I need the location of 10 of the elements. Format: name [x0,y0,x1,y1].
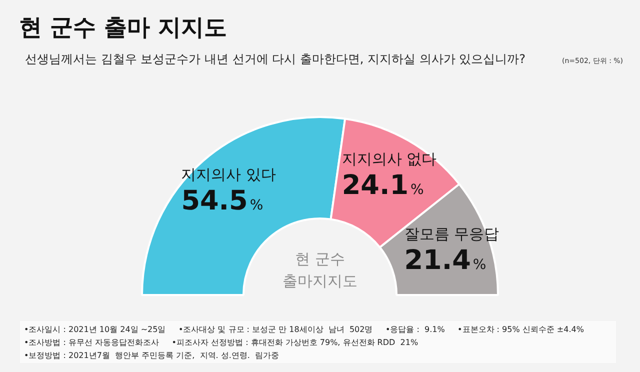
chart-subtitle: 선생님께서는 김철우 보성군수가 내년 선거에 다시 출마한다면, 지지하실 의사가 있으십니까? [25,51,526,68]
data-label: 21.4% [404,245,486,276]
text: •조사방법 : 유무선 자동응답전화조사 •피조사자 선정방법 : 휴대전화 가상번호 79%, 유선전화 RDD 21% [24,338,418,347]
text: 현 군수 출마지지도 [282,249,358,292]
data-label: 24.1% [342,170,424,201]
slice-label: 지지의사 없다 [342,150,437,168]
data-label: 54.5% [181,186,264,217]
text: •보정방법 : 2021년7월 행안부 주민등록 기준, 지역. 성.연령. 림가중 [24,350,280,362]
text: •조사일시 : 2021년 10월 24일 ~25일 •조사대상 및 규모 : 보성군 만 18세이상 남녀 502명 •응답율 : 9.1% •표본오차 : 95% 신뢰수준 ±4.4% [24,325,584,334]
chart-title: 현 군수 출마 지지도 [19,14,228,43]
